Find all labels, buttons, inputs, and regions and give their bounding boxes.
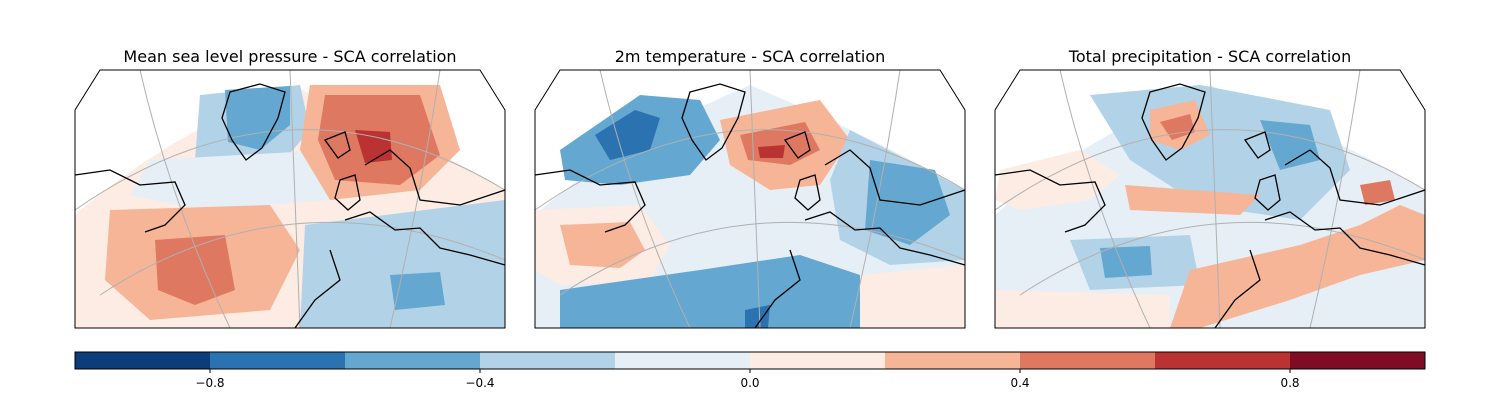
colorbar-tick-label: 0.0 — [740, 376, 759, 390]
colorbar-segment — [750, 352, 885, 369]
colorbar-blocks — [75, 352, 1425, 369]
map-frame-t2m — [534, 69, 966, 329]
coastline — [783, 131, 811, 159]
coastlines-tp — [994, 83, 1426, 329]
graticule-meridian — [389, 69, 441, 329]
field-zone — [1170, 205, 1425, 328]
coastline — [334, 174, 361, 211]
coastline — [804, 211, 966, 266]
coastline — [1264, 211, 1426, 266]
coastline — [74, 169, 186, 233]
graticule-meridian — [749, 69, 761, 329]
map-t2m — [535, 85, 965, 328]
field-zone — [758, 145, 785, 158]
graticule-meridian — [139, 69, 231, 329]
panel-title-mslp: Mean sea level pressure - SCA correlatio… — [123, 47, 456, 66]
field-zone — [560, 255, 860, 328]
graticule-meridian — [1309, 69, 1361, 329]
field-zone — [1125, 185, 1260, 215]
graticule-meridian — [849, 69, 901, 329]
coastline — [364, 149, 506, 206]
graticule-parallel — [74, 129, 506, 211]
graticule-parallel — [994, 129, 1426, 211]
coastline — [681, 83, 746, 161]
coastlines-t2m — [534, 83, 966, 329]
map-mslp — [75, 85, 505, 328]
coastline — [794, 174, 821, 211]
colorbar-segment — [1290, 352, 1425, 369]
graticule-meridian — [289, 69, 301, 329]
coastline — [1214, 249, 1261, 329]
field-zone — [995, 150, 1120, 210]
colorbar-segment — [1155, 352, 1290, 369]
graticule-mslp — [74, 69, 506, 329]
field-zone — [865, 160, 950, 245]
field-zone — [860, 265, 965, 328]
panel-title-tp: Total precipitation - SCA correlation — [1068, 47, 1351, 66]
colorbar-tick-label: −0.4 — [465, 376, 494, 390]
field-zone — [225, 86, 290, 150]
graticule-parallel — [534, 129, 966, 211]
coastline — [994, 169, 1106, 233]
field-zone — [745, 305, 770, 328]
colorbar-tick-label: 0.4 — [1010, 376, 1029, 390]
colorbar-segment — [75, 352, 210, 369]
graticule-meridian — [599, 69, 691, 329]
colorbar-segment — [480, 352, 615, 369]
colorbar-segment — [345, 352, 480, 369]
field-zone — [155, 235, 235, 305]
colorbar-segment — [1020, 352, 1155, 369]
coastline — [323, 131, 351, 159]
colorbar-tick-label: −0.8 — [195, 376, 224, 390]
coastline — [824, 149, 966, 206]
graticule-meridian — [1209, 69, 1221, 329]
panel-title-t2m: 2m temperature - SCA correlation — [615, 47, 886, 66]
colorbar-tick-label: 0.8 — [1280, 376, 1299, 390]
field-zone — [300, 200, 505, 328]
colorbar-segment — [210, 352, 345, 369]
field-zone — [1100, 246, 1152, 278]
colorbar-ticks: −0.8 −0.4 0.0 0.4 0.8 — [195, 369, 1300, 390]
field-zone — [1360, 180, 1395, 205]
coastline — [534, 169, 646, 233]
field-zone — [390, 272, 445, 310]
coastline — [754, 249, 801, 329]
coastline — [1284, 149, 1426, 206]
colorbar: −0.8 −0.4 0.0 0.4 0.8 — [74, 351, 1426, 390]
colorbar-segment — [615, 352, 750, 369]
coastline — [294, 249, 341, 329]
coastlines-mslp — [74, 83, 506, 329]
panel-tp: Total precipitation - SCA correlation — [994, 47, 1426, 329]
colorbar-segment — [885, 352, 1020, 369]
map-frame-mslp — [74, 69, 506, 329]
map-tp — [995, 85, 1425, 328]
coastline — [1254, 174, 1281, 211]
panel-mslp: Mean sea level pressure - SCA correlatio… — [74, 47, 506, 329]
field-zone — [1160, 114, 1195, 140]
coastline — [221, 83, 286, 161]
coastline — [1141, 83, 1206, 161]
panel-t2m: 2m temperature - SCA correlation — [534, 47, 966, 329]
map-frame-tp — [994, 69, 1426, 329]
graticule-tp — [994, 69, 1426, 329]
coastline — [344, 211, 506, 266]
field-zone — [995, 290, 1170, 328]
field-zone — [1260, 120, 1320, 170]
graticule-t2m — [534, 69, 966, 329]
field-zone — [595, 110, 660, 160]
coastline — [1243, 131, 1271, 159]
field-zone — [560, 222, 645, 268]
graticule-meridian — [1059, 69, 1151, 329]
